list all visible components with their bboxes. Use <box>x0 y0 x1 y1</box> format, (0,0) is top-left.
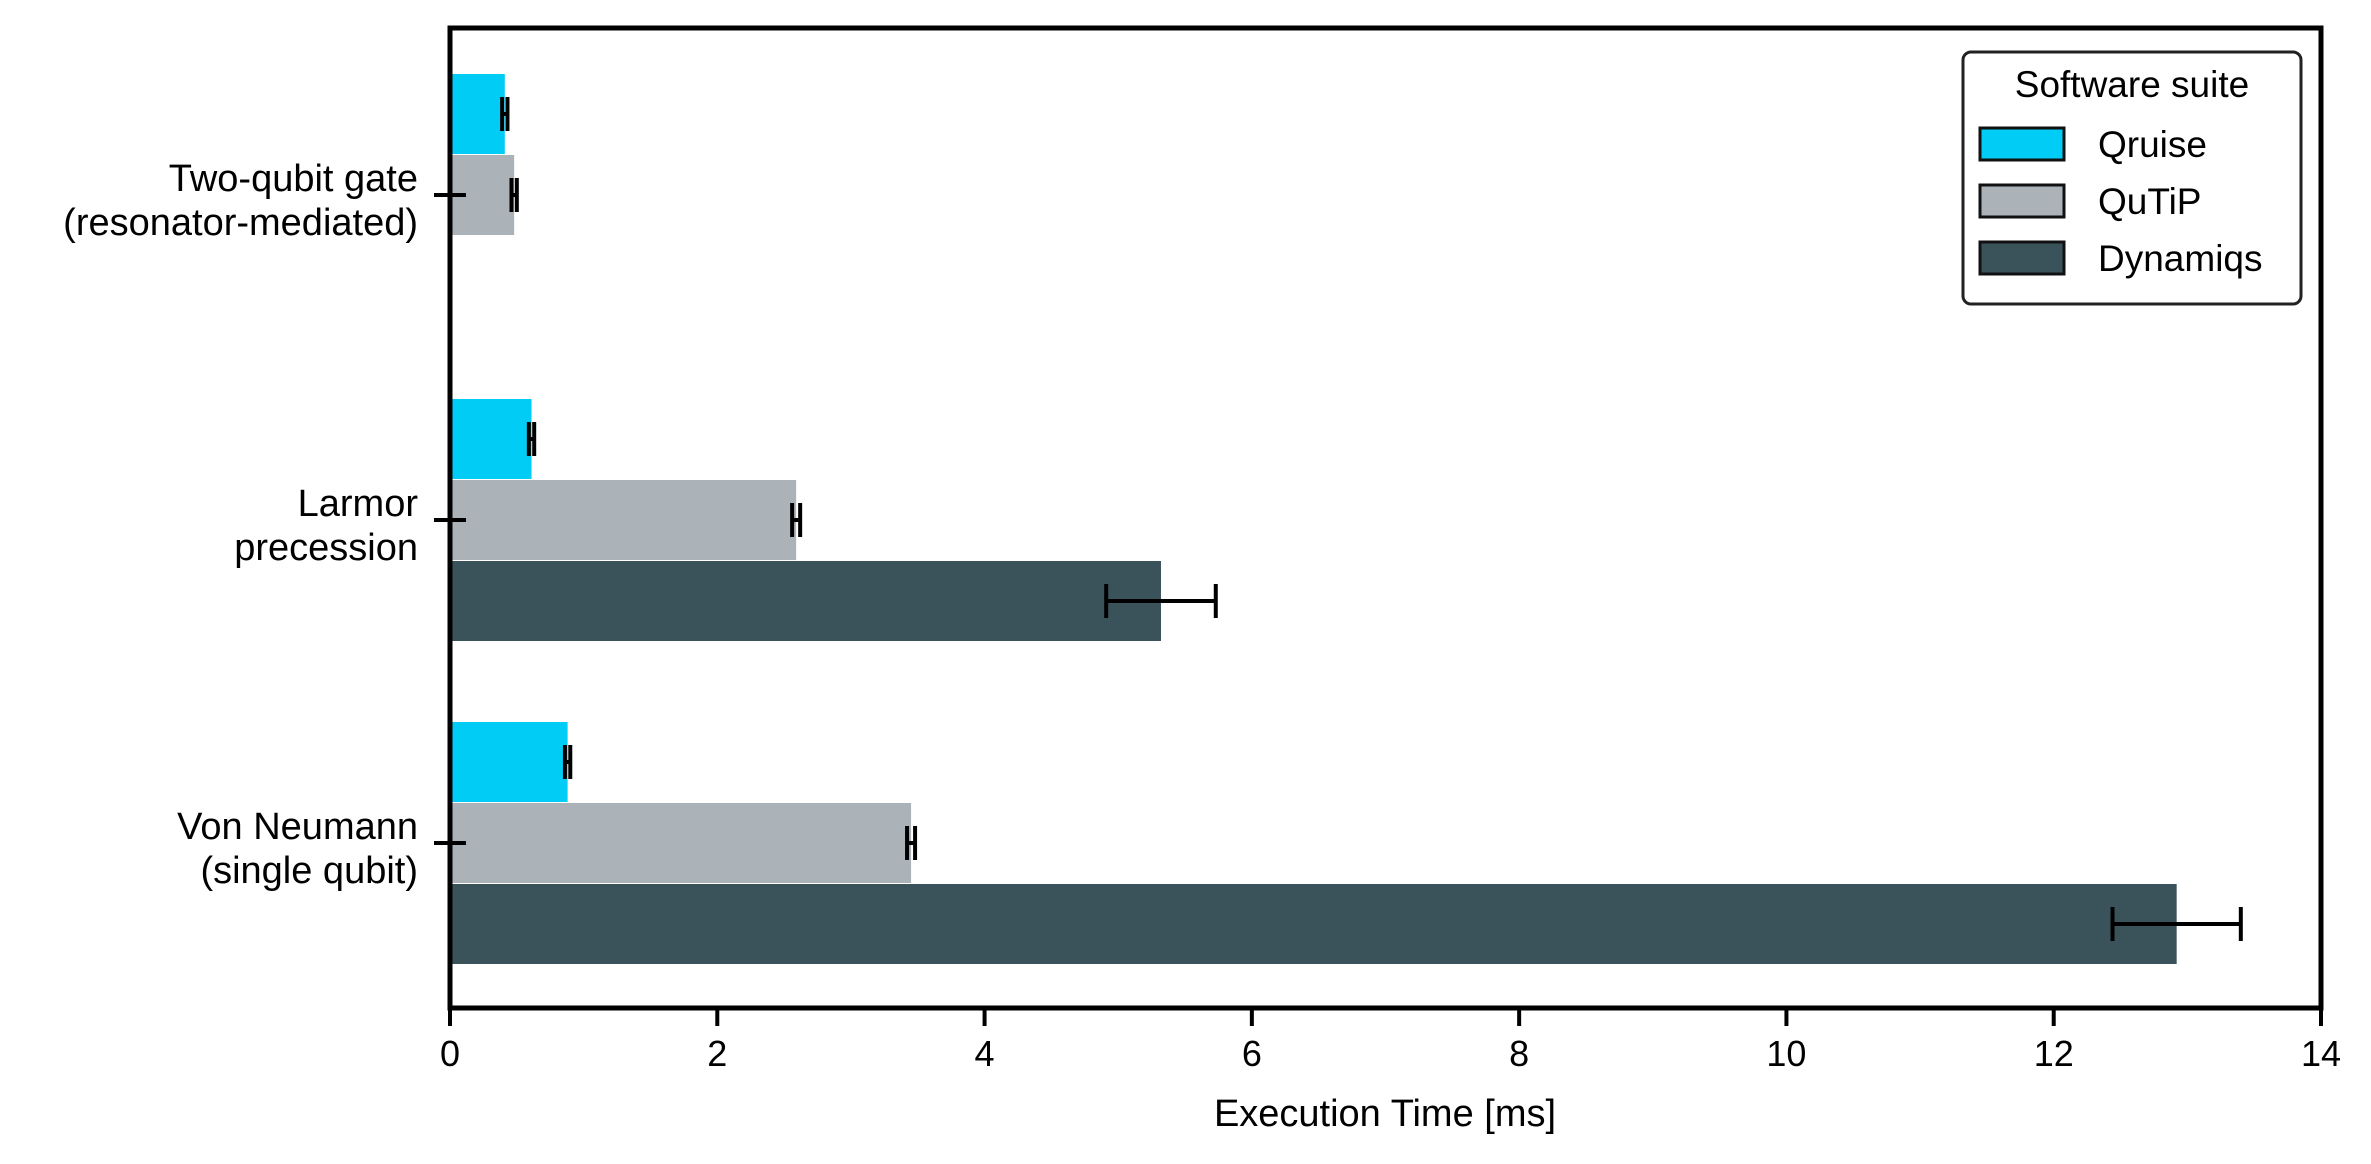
legend-title: Software suite <box>2015 64 2249 105</box>
errorbars-layer <box>500 97 2243 941</box>
errorbar-dynamiqs-2 <box>2110 907 2243 941</box>
bar-dynamiqs-2 <box>450 884 2177 964</box>
bar-qruise-1 <box>450 399 532 479</box>
legend: Software suite Qruise QuTiP Dynamiqs <box>1961 50 2303 306</box>
errorbar-qutip-0 <box>509 178 519 212</box>
x-tick-label-4: 8 <box>1509 1033 1529 1074</box>
x-tick-label-0: 0 <box>440 1033 460 1074</box>
bar-qruise-2 <box>450 722 568 802</box>
x-tick-label-6: 12 <box>2034 1033 2074 1074</box>
errorbar-qruise-1 <box>526 422 537 456</box>
x-tick-label-3: 6 <box>1242 1033 1262 1074</box>
bar-dynamiqs-1 <box>450 561 1161 641</box>
x-tick-label-5: 10 <box>1766 1033 1806 1074</box>
errorbar-qruise-0 <box>500 97 510 131</box>
y-category-label-2: Von Neumann (single qubit) <box>177 806 418 892</box>
legend-label-dynamiqs: Dynamiqs <box>2098 238 2263 279</box>
y-category-label-0: Two-qubit gate (resonator-mediated) <box>63 158 418 244</box>
x-tick-label-2: 4 <box>975 1033 995 1074</box>
bar-qutip-2 <box>450 803 912 883</box>
legend-swatch-qruise <box>1978 126 2066 162</box>
errorbar-qruise-2 <box>562 745 573 779</box>
legend-label-qruise: Qruise <box>2098 124 2207 165</box>
y-axis-categories: Two-qubit gate (resonator-mediated) Larmor… <box>63 158 466 892</box>
bar-qutip-1 <box>450 480 797 560</box>
legend-swatch-qutip <box>1978 183 2066 219</box>
bar-qruise-0 <box>450 74 505 154</box>
bars-layer <box>450 74 2177 964</box>
errorbar-dynamiqs-1 <box>1104 584 1218 618</box>
x-axis-title: Execution Time [ms] <box>1214 1093 1556 1135</box>
y-category-label-1: Larmor precession <box>234 483 418 569</box>
legend-label-qutip: QuTiP <box>2098 181 2201 222</box>
x-tick-label-7: 14 <box>2301 1033 2341 1074</box>
x-tick-label-1: 2 <box>707 1033 727 1074</box>
x-axis-ticks: 0 2 4 6 8 10 12 14 <box>440 1008 2341 1074</box>
errorbar-qutip-2 <box>905 826 918 860</box>
legend-swatch-dynamiqs <box>1978 240 2066 276</box>
errorbar-qutip-1 <box>790 503 803 537</box>
